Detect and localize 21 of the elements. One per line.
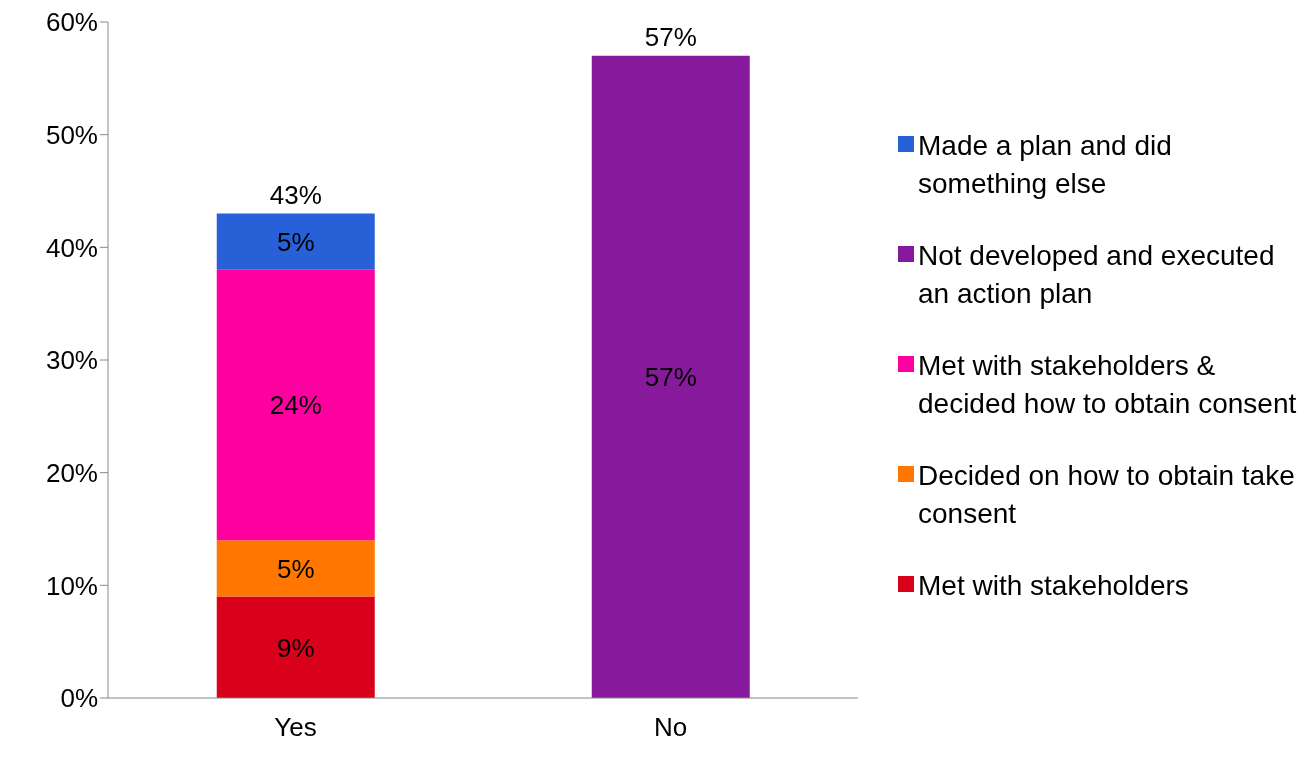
legend-label: Not developed and executed an action plan <box>918 239 1276 311</box>
x-tick-label: Yes <box>274 712 317 743</box>
total-label: 57% <box>644 21 697 52</box>
y-tick-label: 60% <box>45 7 98 38</box>
data-label: 24% <box>269 390 322 421</box>
y-tick-label: 40% <box>45 232 98 263</box>
data-label: 57% <box>644 362 697 393</box>
y-tick-label: 50% <box>45 119 98 150</box>
y-tick-label: 10% <box>45 570 98 601</box>
y-tick-label: 0% <box>60 683 98 714</box>
y-tick-label: 20% <box>45 457 98 488</box>
x-tick-label: No <box>653 712 688 743</box>
data-label: 5% <box>276 553 315 584</box>
legend-label: Decided on how to obtain take consent <box>918 459 1296 531</box>
data-label: 9% <box>276 632 315 663</box>
total-label: 43% <box>269 179 322 210</box>
legend-label: Made a plan and did something else <box>918 129 1173 201</box>
data-label: 5% <box>276 226 315 257</box>
legend-label: Met with stakeholders <box>918 569 1189 603</box>
y-tick-label: 30% <box>45 345 98 376</box>
legend-label: Met with stakeholders & decided how to obtain consent <box>918 349 1298 421</box>
